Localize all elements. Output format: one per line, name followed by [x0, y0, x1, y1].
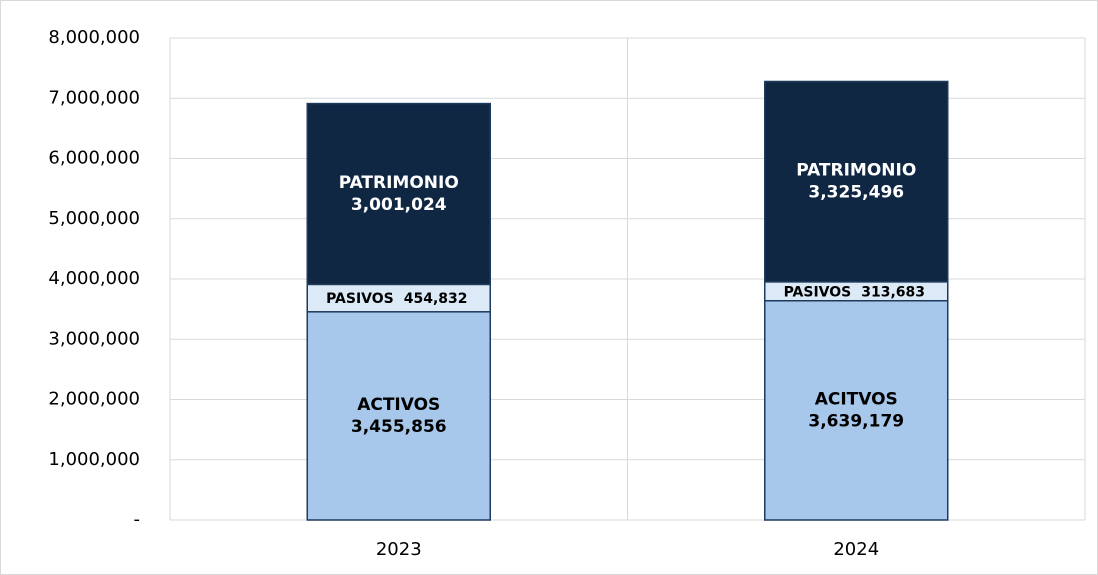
segment-value-label: 3,325,496	[808, 183, 904, 203]
bar-segment	[764, 80, 949, 283]
bar-segment	[306, 311, 491, 521]
segment-value-label: 3,455,856	[351, 417, 447, 437]
segment-name-label: PATRIMONIO	[339, 173, 459, 193]
segment-name-label: PASIVOS	[784, 284, 852, 300]
segment-name-label: ACTIVOS	[357, 395, 440, 415]
segment-name-label: PATRIMONIO	[796, 161, 916, 181]
y-tick-label: 8,000,000	[48, 27, 140, 48]
bar-segment	[764, 299, 949, 521]
segment-name-label: PASIVOS	[326, 291, 394, 307]
x-tick-label: 2024	[833, 539, 879, 560]
y-tick-label: 5,000,000	[48, 208, 140, 229]
y-tick-label: 6,000,000	[48, 148, 140, 169]
x-tick-label: 2023	[376, 539, 422, 560]
segment-name-label: ACITVOS	[815, 389, 898, 409]
y-tick-label: 1,000,000	[48, 449, 140, 470]
segment-value-label: 3,639,179	[808, 411, 904, 431]
y-tick-label: 4,000,000	[48, 268, 140, 289]
segment-value-label: 3,001,024	[351, 195, 447, 215]
y-tick-label: 3,000,000	[48, 328, 140, 349]
y-tick-label: 7,000,000	[48, 87, 140, 108]
bar-segment	[306, 102, 491, 286]
segment-value-label: 454,832	[404, 291, 468, 307]
segment-value-label: 313,683	[861, 284, 925, 300]
y-tick-label: 2,000,000	[48, 389, 140, 410]
y-tick-label: -	[134, 509, 141, 530]
